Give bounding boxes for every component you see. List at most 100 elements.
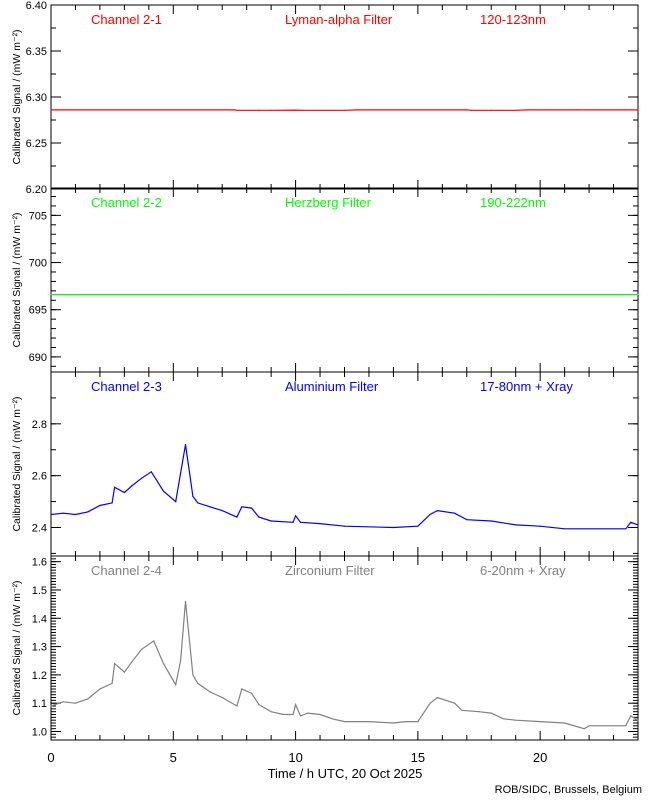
data-point: [527, 109, 528, 110]
data-point: [131, 485, 132, 486]
data-point: [114, 663, 115, 664]
data-point: [625, 528, 626, 529]
credit-text: ROB/SIDC, Brussels, Belgium: [495, 784, 642, 796]
data-point: [637, 524, 638, 525]
data-point: [251, 693, 252, 694]
data-point: [99, 688, 100, 689]
data-point: [430, 514, 431, 515]
data-point: [283, 714, 284, 715]
panel-filter-label: Herzberg Filter: [285, 195, 372, 210]
data-point: [454, 513, 455, 514]
panel-filter-label: Lyman-alpha Filter: [285, 12, 393, 27]
data-point: [307, 713, 308, 714]
y-tick-label: 2.6: [32, 471, 47, 483]
data-point: [491, 713, 492, 714]
data-point: [63, 701, 64, 702]
data-point: [87, 511, 88, 512]
series-line-3: [51, 445, 638, 529]
data-point: [637, 109, 638, 110]
data-point: [251, 508, 252, 509]
data-point: [430, 703, 431, 704]
data-point: [293, 714, 294, 715]
panel-filter-label: Aluminium Filter: [285, 379, 379, 394]
x-tick-label: 15: [411, 750, 425, 765]
data-point: [197, 502, 198, 503]
data-point: [192, 496, 193, 497]
data-point: [271, 711, 272, 712]
data-point: [99, 505, 100, 506]
data-point: [131, 662, 132, 663]
plot-frame: [51, 372, 638, 556]
series-line-4: [51, 601, 638, 728]
data-point: [332, 718, 333, 719]
data-point: [241, 506, 242, 507]
data-point: [393, 722, 394, 723]
y-axis-label: Calibrated Signal / (mW m⁻²): [11, 580, 23, 715]
data-point: [236, 517, 237, 518]
data-point: [300, 522, 301, 523]
data-point: [584, 728, 585, 729]
plot-frame: [51, 188, 638, 372]
data-point: [112, 502, 113, 503]
data-point: [589, 725, 590, 726]
data-point: [461, 710, 462, 711]
data-point: [153, 640, 154, 641]
data-point: [234, 109, 235, 110]
plot-frame: [51, 556, 638, 740]
data-point: [75, 703, 76, 704]
data-point: [302, 110, 303, 111]
y-axis-label: Calibrated Signal / (mW m⁻²): [11, 396, 23, 531]
data-point: [405, 721, 406, 722]
panel-channel-label: Channel 2-4: [91, 563, 162, 578]
data-point: [293, 522, 294, 523]
y-tick-label: 1.4: [32, 613, 47, 625]
y-tick-label: 695: [29, 305, 47, 317]
data-point: [637, 294, 638, 295]
data-point: [393, 527, 394, 528]
data-point: [515, 110, 516, 111]
data-point: [564, 722, 565, 723]
x-axis-label: Time / h UTC, 20 Oct 2025: [268, 766, 423, 781]
data-point: [295, 704, 296, 705]
data-point: [222, 510, 223, 511]
y-tick-label: 6.25: [26, 138, 47, 150]
panel-channel-label: Channel 2-3: [91, 379, 162, 394]
data-point: [151, 471, 152, 472]
data-point: [222, 697, 223, 698]
data-point: [295, 515, 296, 516]
y-axis-label: Calibrated Signal / (mW m⁻²): [11, 29, 23, 164]
data-point: [576, 109, 577, 110]
x-tick-label: 20: [533, 750, 547, 765]
data-point: [344, 721, 345, 722]
y-tick-label: 1.0: [32, 727, 47, 739]
data-point: [185, 601, 186, 602]
data-point: [466, 109, 467, 110]
data-point: [141, 478, 142, 479]
x-tick-label: 0: [47, 750, 54, 765]
panel-filter-label: Zirconium Filter: [285, 563, 375, 578]
x-tick-label: 10: [288, 750, 302, 765]
data-point: [163, 491, 164, 492]
data-point: [564, 528, 565, 529]
data-point: [236, 110, 237, 111]
panel-band-label: 120-123nm: [480, 12, 546, 27]
y-tick-label: 1.6: [32, 557, 47, 569]
data-point: [515, 524, 516, 525]
data-point: [258, 704, 259, 705]
data-point: [114, 487, 115, 488]
data-point: [344, 294, 345, 295]
data-point: [124, 672, 125, 673]
data-point: [175, 501, 176, 502]
y-tick-label: 1.2: [32, 670, 47, 682]
data-point: [630, 715, 631, 716]
y-tick-label: 705: [29, 210, 47, 222]
data-point: [50, 514, 51, 515]
data-point: [271, 110, 272, 111]
y-tick-label: 6.30: [26, 92, 47, 104]
data-point: [295, 110, 296, 111]
data-point: [540, 721, 541, 722]
